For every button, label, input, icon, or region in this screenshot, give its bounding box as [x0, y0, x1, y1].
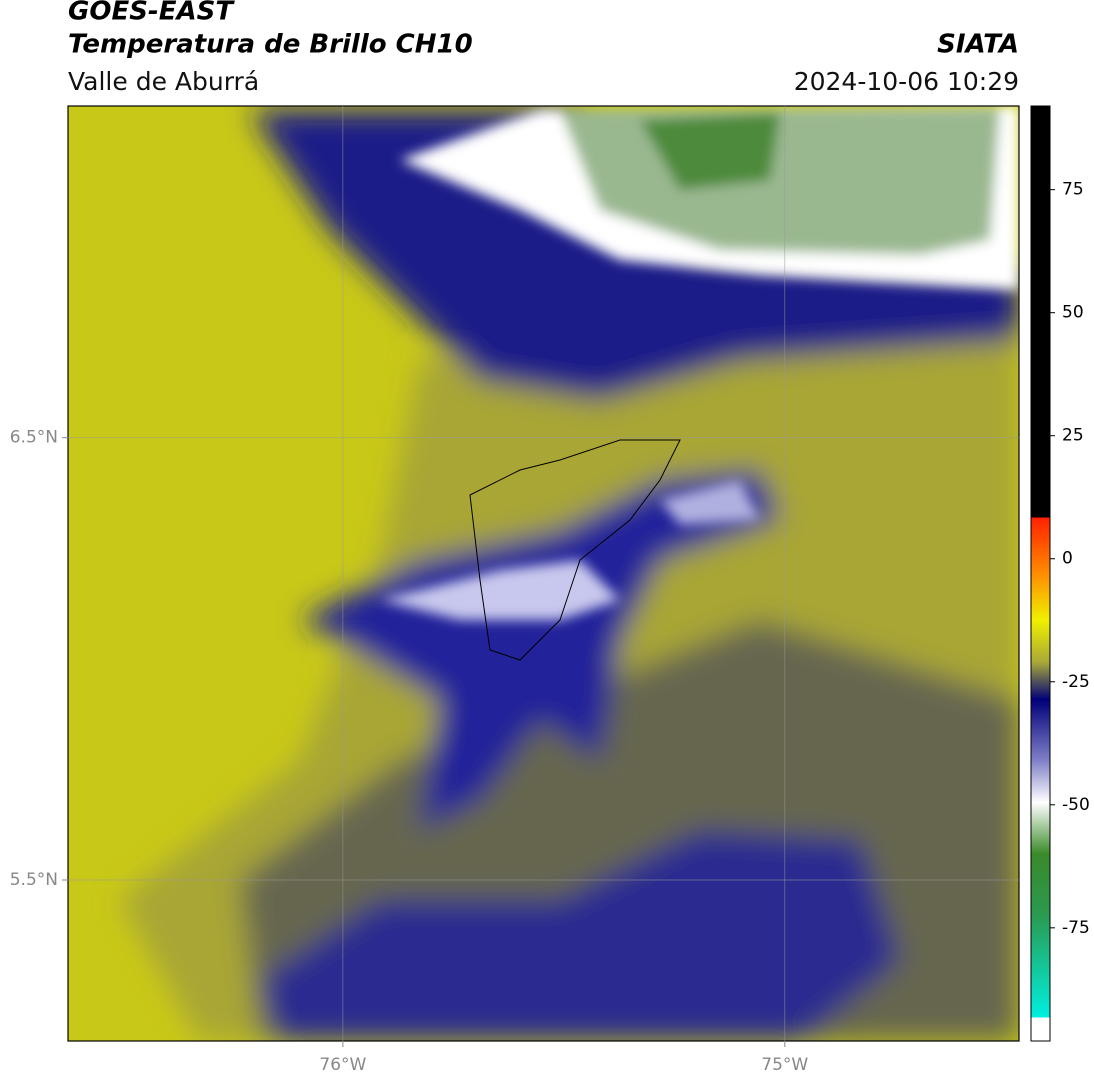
map-frame [67, 105, 1020, 1042]
lon-label: 76°W [319, 1055, 366, 1075]
region: Valle de Aburrá [68, 67, 259, 96]
source: SIATA [937, 30, 1019, 60]
colorbar-label: -25 [1062, 672, 1090, 692]
datetime: 2024-10-06 10:29 [794, 67, 1019, 96]
lat-label: 5.5°N [10, 870, 58, 890]
lat-label: 6.5°N [10, 428, 58, 448]
colorbar-label: 0 [1062, 549, 1073, 569]
colorbar-label: 25 [1062, 426, 1084, 446]
colorbar-label: -75 [1062, 918, 1090, 938]
colorbar-label: -50 [1062, 795, 1090, 815]
colorbar-label: 75 [1062, 180, 1084, 200]
colorbar-label: 50 [1062, 303, 1084, 323]
lon-label: 75°W [761, 1055, 808, 1075]
colorbar [1030, 105, 1051, 1042]
title: GOES-EAST [68, 0, 235, 27]
subtitle: Temperatura de Brillo CH10 [68, 30, 473, 60]
satellite-image [68, 106, 1019, 1041]
